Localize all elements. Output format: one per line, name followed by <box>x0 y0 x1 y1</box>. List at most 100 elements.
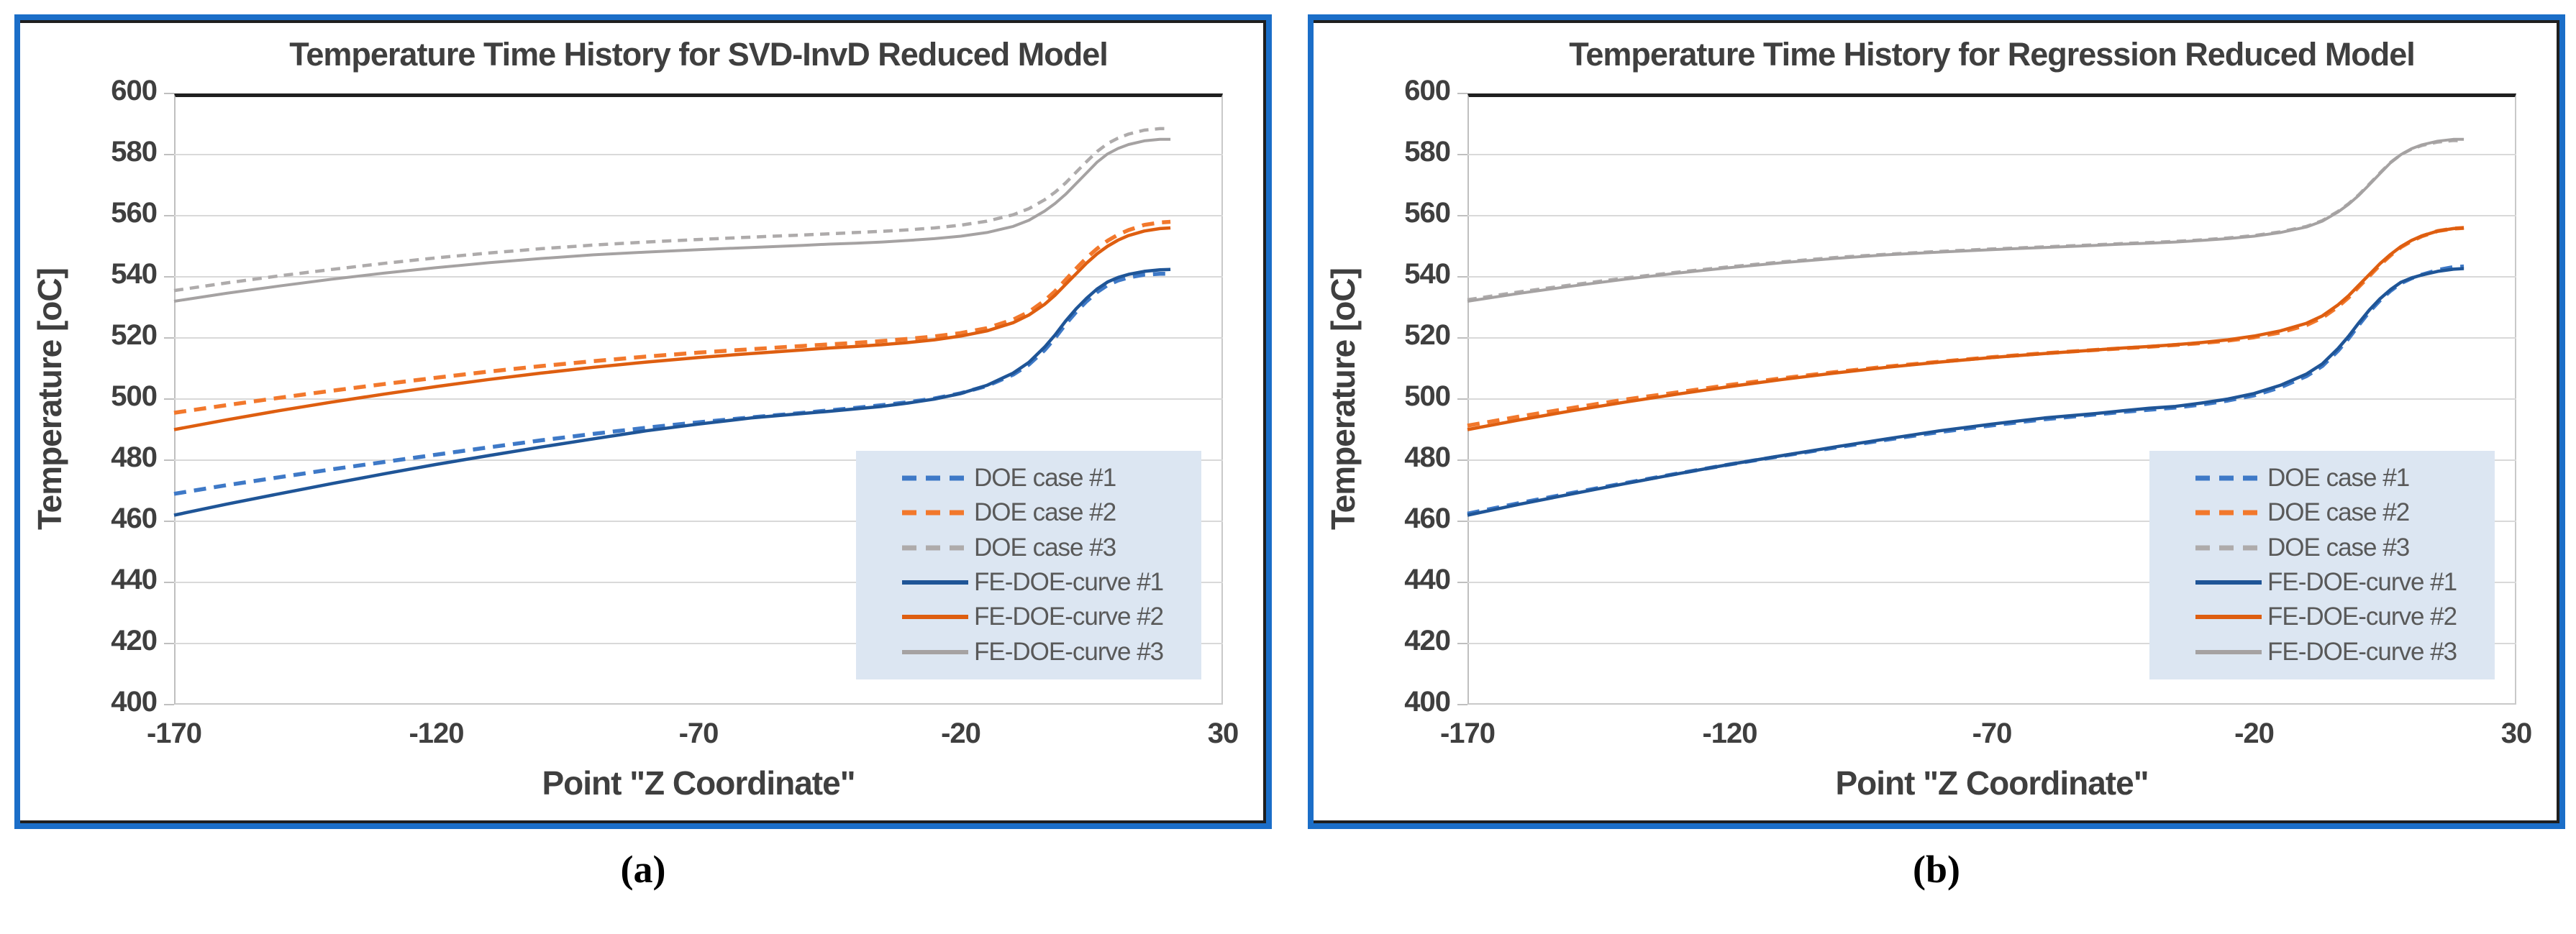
chart-panel-b: Temperature Time History for Regression … <box>1308 14 2565 829</box>
y-tick-label: 560 <box>111 197 158 229</box>
legend-swatch-solid-line-icon <box>902 649 968 654</box>
chart-panel-a: Temperature Time History for SVD-InvD Re… <box>14 14 1272 829</box>
legend-swatch-dashed-line-icon <box>902 475 968 481</box>
series-line-doe-case-3 <box>1467 139 2465 302</box>
y-tick-label: 520 <box>1404 319 1451 351</box>
legend: DOE case #1 DOE case #2 DOE case #3 FE-DOE-… <box>856 451 1201 679</box>
legend-item: FE-DOE-curve #3 <box>902 638 1194 667</box>
y-tick-mark <box>164 704 174 705</box>
y-tick-mark <box>1457 521 1467 522</box>
y-tick-mark <box>1457 459 1467 461</box>
y-tick-label: 420 <box>111 625 158 656</box>
y-tick-mark <box>164 93 174 94</box>
x-axis-title: Point "Z Coordinate" <box>1835 764 2149 802</box>
legend-swatch-solid-line-icon <box>902 580 968 585</box>
y-tick-mark <box>1457 93 1467 94</box>
y-tick-label: 400 <box>1404 686 1451 718</box>
y-tick-label: 500 <box>1404 380 1451 412</box>
y-tick-mark <box>1457 154 1467 155</box>
legend-item: FE-DOE-curve #1 <box>2195 568 2488 597</box>
y-tick-label: 600 <box>111 75 158 106</box>
y-tick-label: 500 <box>111 380 158 412</box>
legend-swatch-solid-line-icon <box>2195 615 2262 620</box>
legend: DOE case #1 DOE case #2 DOE case #3 FE-DOE-… <box>2149 451 2495 679</box>
y-tick-label: 600 <box>1404 75 1451 106</box>
x-tick-label: -120 <box>1702 718 1757 749</box>
legend-swatch-dashed-line-icon <box>902 545 968 551</box>
y-tick-label: 480 <box>111 441 158 473</box>
legend-label: FE-DOE-curve #3 <box>974 637 1164 666</box>
y-tick-mark <box>1457 398 1467 400</box>
x-tick-label: -170 <box>146 718 202 749</box>
y-tick-mark <box>1457 215 1467 216</box>
legend-item: DOE case #1 <box>2195 464 2488 493</box>
legend-label: DOE case #3 <box>2267 533 2410 562</box>
legend-label: FE-DOE-curve #2 <box>974 603 1164 631</box>
y-tick-label: 460 <box>111 503 158 534</box>
legend-item: DOE case #3 <box>902 534 1194 562</box>
legend-label: DOE case #3 <box>974 533 1116 562</box>
legend-swatch-solid-line-icon <box>2195 580 2262 585</box>
legend-label: FE-DOE-curve #2 <box>2267 603 2457 631</box>
x-tick-label: -120 <box>409 718 464 749</box>
y-tick-mark <box>164 215 174 216</box>
x-tick-label: -20 <box>2234 718 2275 749</box>
y-tick-label: 520 <box>111 319 158 351</box>
legend-item: DOE case #2 <box>902 498 1194 527</box>
y-tick-mark <box>164 459 174 461</box>
legend-item: DOE case #3 <box>2195 534 2488 562</box>
series-line-doe-case-3 <box>173 127 1171 293</box>
x-tick-label: -20 <box>941 718 981 749</box>
legend-item: FE-DOE-curve #3 <box>2195 638 2488 667</box>
legend-item: FE-DOE-curve #2 <box>902 603 1194 631</box>
series-line-fe-doe-curve-1 <box>173 267 1171 517</box>
y-tick-label: 440 <box>1404 564 1451 595</box>
legend-swatch-dashed-line-icon <box>902 510 968 516</box>
legend-label: DOE case #1 <box>974 464 1116 493</box>
legend-swatch-dashed-line-icon <box>2195 545 2262 551</box>
x-tick-label: 30 <box>2500 718 2533 749</box>
legend-label: DOE case #2 <box>2267 498 2410 527</box>
series-line-doe-case-2 <box>1467 226 2465 428</box>
y-tick-mark <box>164 582 174 583</box>
x-axis-title: Point "Z Coordinate" <box>542 764 855 802</box>
legend-swatch-dashed-line-icon <box>2195 475 2262 481</box>
y-tick-mark <box>1457 582 1467 583</box>
y-tick-label: 540 <box>1404 258 1451 290</box>
legend-label: DOE case #1 <box>2267 464 2410 493</box>
y-tick-mark <box>1457 276 1467 278</box>
y-tick-mark <box>164 276 174 278</box>
legend-label: DOE case #2 <box>974 498 1116 527</box>
series-line-doe-case-2 <box>173 219 1171 415</box>
legend-swatch-dashed-line-icon <box>2195 510 2262 516</box>
y-tick-label: 460 <box>1404 503 1451 534</box>
legend-swatch-solid-line-icon <box>2195 649 2262 654</box>
caption-a: (a) <box>620 848 666 891</box>
legend-item: DOE case #2 <box>2195 498 2488 527</box>
y-tick-mark <box>164 154 174 155</box>
y-tick-label: 480 <box>1404 441 1451 473</box>
y-tick-mark <box>164 398 174 400</box>
legend-item: FE-DOE-curve #1 <box>902 568 1194 597</box>
y-tick-label: 580 <box>111 136 158 168</box>
x-tick-label: -70 <box>678 718 719 749</box>
legend-label: FE-DOE-curve #1 <box>974 568 1164 597</box>
legend-swatch-solid-line-icon <box>902 615 968 620</box>
x-tick-label: -170 <box>1439 718 1496 749</box>
y-tick-label: 540 <box>111 258 158 290</box>
chart-title: Temperature Time History for SVD-InvD Re… <box>289 36 1109 73</box>
series-line-fe-doe-curve-3 <box>173 137 1171 303</box>
y-tick-label: 400 <box>111 686 158 718</box>
legend-item: DOE case #1 <box>902 464 1194 493</box>
chart-panel-b-inner-frame: Temperature Time History for Regression … <box>1314 20 2559 823</box>
y-tick-mark <box>164 337 174 339</box>
y-tick-mark <box>1457 337 1467 339</box>
series-line-fe-doe-curve-1 <box>1467 267 2465 517</box>
chart-title: Temperature Time History for Regression … <box>1569 36 2416 73</box>
legend-label: FE-DOE-curve #1 <box>2267 568 2457 597</box>
y-tick-label: 560 <box>1404 197 1451 229</box>
chart-panel-a-inner-frame: Temperature Time History for SVD-InvD Re… <box>20 20 1266 823</box>
y-tick-mark <box>164 643 174 644</box>
x-tick-label: 30 <box>1207 718 1239 749</box>
y-tick-mark <box>1457 643 1467 644</box>
